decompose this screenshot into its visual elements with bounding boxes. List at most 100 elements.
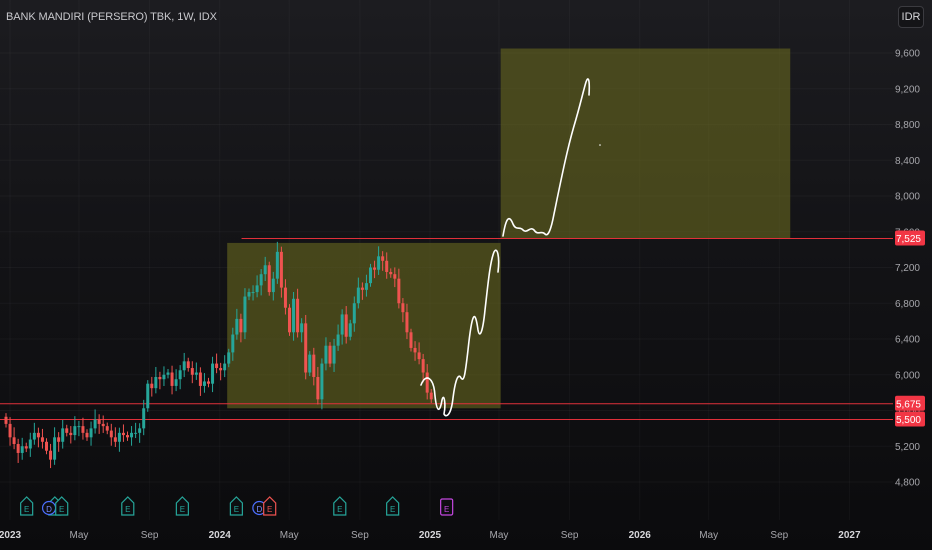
rectangle-zones[interactable] [227,48,791,409]
price-tag-box [895,411,925,427]
candle-body [429,392,433,400]
candle-body [413,347,417,353]
candle-body [57,437,61,442]
consolidation-zone[interactable] [227,242,501,409]
candle-body [142,408,146,429]
candle [32,422,36,445]
candle [348,319,352,341]
candle-body [243,296,247,333]
event-marker-earnings[interactable]: E [386,496,400,516]
candle-body [219,368,223,371]
earnings-icon [386,496,400,516]
candle-body [312,354,316,377]
candle [425,364,429,400]
candle [227,348,231,368]
annotation-dot [599,144,601,146]
candle-body [12,437,16,445]
candle-body [162,374,166,380]
candle-body [93,419,97,429]
candle-body [369,267,372,284]
candle-body [36,432,40,438]
event-markers[interactable]: EEDEEEEDEEEE [20,496,454,516]
price-tag: 5,675 [895,395,925,411]
candle-body [61,428,65,442]
symbol-title[interactable]: BANK MANDIRI (PERSERO) TBK, 1W, IDX [6,11,217,23]
candle-body [304,323,308,373]
candle-body [373,267,377,270]
candle [344,306,348,344]
event-marker-earnings[interactable]: E [229,496,243,516]
event-label: E [180,505,185,514]
candle-body [85,432,89,438]
candle-body [279,251,283,288]
candle-body [348,323,352,337]
event-marker-earnings[interactable]: E [20,496,34,516]
projection-path-2[interactable] [502,78,591,237]
candle-body [364,283,368,290]
candle [85,429,89,441]
price-tag-label: 5,675 [896,399,921,410]
candle [255,275,259,298]
target-zone[interactable] [500,48,791,239]
event-label: D [256,505,262,514]
event-marker-dividend[interactable]: D [252,500,267,516]
candle-body [421,359,425,373]
candle [360,282,364,300]
candle [239,313,243,343]
candle-body [174,379,178,386]
candle-body [32,432,36,440]
time-tick-label: May [69,530,88,541]
currency-button[interactable]: IDR [898,6,924,28]
candle-body [340,314,344,335]
candle [429,389,433,403]
time-tick-label: Sep [770,530,788,541]
candle [186,357,190,372]
price-tick-label: 7,200 [895,263,920,274]
event-marker-earnings-upcoming[interactable]: E [440,498,454,516]
price-tick-label: 6,400 [895,335,920,346]
candle [24,442,28,453]
candle-body [336,334,340,346]
candle [288,304,291,336]
earnings-icon [20,496,34,516]
earnings-icon [229,496,243,516]
candle-body [360,287,364,290]
event-marker-earnings[interactable]: E [121,496,135,516]
candle-body [231,334,235,353]
candle-body [255,285,259,293]
candle [113,427,117,447]
candle-body [239,318,243,333]
candle [194,362,198,380]
event-marker-earnings[interactable]: E [333,496,347,516]
candle [397,268,401,309]
candle [215,353,219,374]
time-tick-label: 2026 [629,530,652,541]
candle-body [45,441,48,451]
candle [190,361,194,384]
price-tick-label: 4,800 [895,478,920,489]
candle [162,366,166,387]
candle [300,318,304,343]
event-marker-earnings[interactable]: E [55,496,69,516]
event-label: E [337,505,342,514]
candle [263,256,267,281]
candle-body [97,419,101,424]
event-marker-earnings[interactable]: E [175,496,189,516]
candle [417,342,421,365]
time-tick-label: 2027 [838,530,861,541]
candle [134,422,138,439]
projection-path-1[interactable] [420,249,500,417]
drawn-projection-paths[interactable] [420,78,601,417]
candle [16,438,20,463]
candle [405,303,409,340]
event-marker-earnings-down[interactable]: E [263,496,277,516]
time-tick-label: 2025 [419,530,442,541]
time-axis[interactable]: 2023 May Sep 2024 May Sep 2025 May Sep 2026 May Sep… [0,530,861,541]
candle-body [397,278,401,304]
candle-body [393,274,397,279]
candle [223,355,227,378]
candles [4,241,433,469]
event-marker-dividend[interactable]: D [41,500,57,516]
candle-body [267,265,271,293]
